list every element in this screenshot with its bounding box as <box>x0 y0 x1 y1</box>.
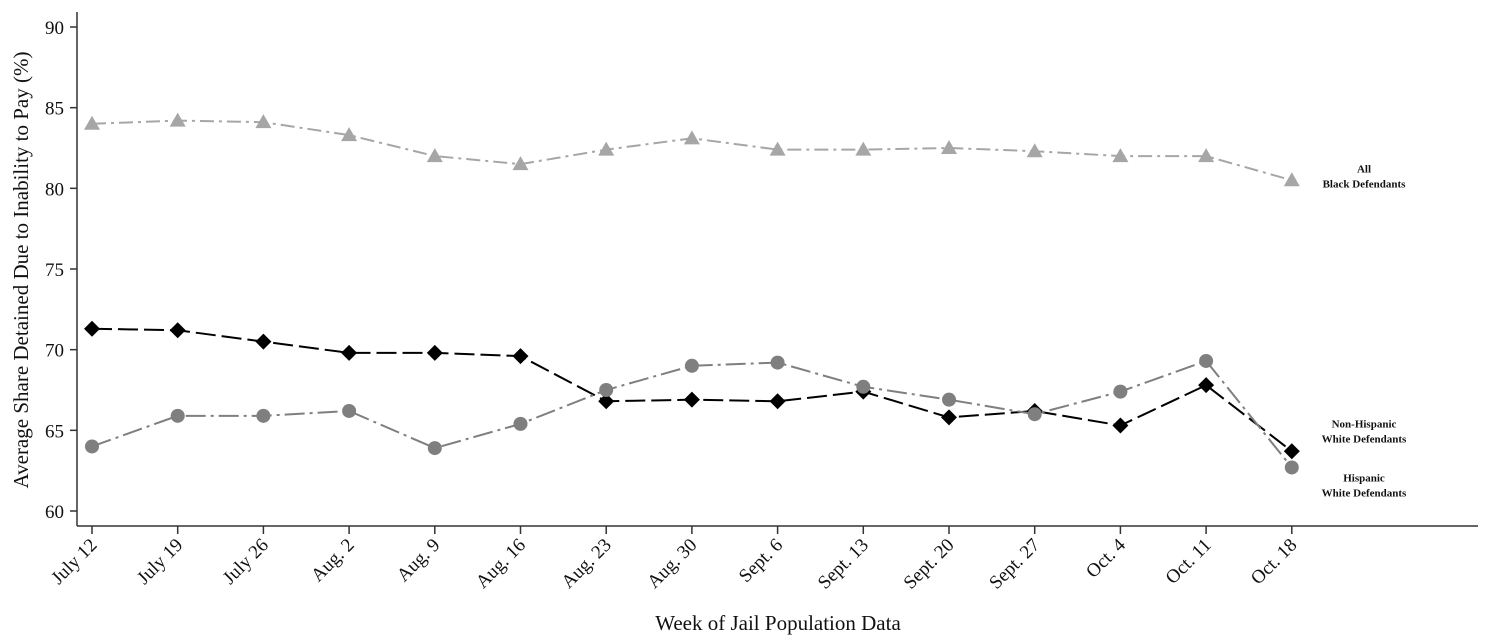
data-point <box>770 355 785 370</box>
data-point <box>1199 353 1214 368</box>
x-tick-label: Aug. 9 <box>393 535 444 586</box>
series-triangle <box>84 112 1300 187</box>
series-end-label: White Defendants <box>1322 487 1407 499</box>
x-tick-label: Aug. 16 <box>472 535 530 593</box>
y-tick-label: 60 <box>45 502 64 523</box>
data-point <box>513 416 528 431</box>
data-point <box>598 141 615 156</box>
data-point <box>1113 384 1128 399</box>
y-tick-label: 70 <box>45 341 64 362</box>
data-point <box>255 114 272 129</box>
y-tick-label: 75 <box>45 260 64 281</box>
x-tick-label: Sept. 6 <box>735 535 787 587</box>
data-point <box>599 383 614 397</box>
x-tick-label: Aug. 23 <box>558 535 616 593</box>
data-point <box>1198 148 1215 163</box>
data-point <box>255 333 272 350</box>
x-tick-label: Oct. 11 <box>1162 535 1216 589</box>
y-tick-label: 65 <box>45 421 64 442</box>
data-point <box>855 141 872 156</box>
axes <box>76 12 1478 527</box>
x-tick-label: Oct. 18 <box>1247 535 1301 589</box>
data-point <box>1026 143 1043 158</box>
data-point <box>1112 148 1129 163</box>
series-layer <box>84 112 1300 475</box>
data-point <box>341 344 358 361</box>
data-point <box>169 112 186 127</box>
data-point <box>1027 407 1042 422</box>
x-tick-label: July 12 <box>47 535 101 589</box>
data-point <box>769 393 786 410</box>
x-tick-label: Oct. 4 <box>1082 534 1130 582</box>
data-point <box>1283 443 1300 460</box>
data-point <box>512 156 529 171</box>
data-point <box>1283 172 1300 187</box>
y-tick-label: 85 <box>45 99 64 120</box>
data-point <box>941 140 957 154</box>
x-tick-label: July 26 <box>219 535 273 589</box>
series-end-label: All <box>1357 163 1371 175</box>
x-tick-label: Sept. 13 <box>814 535 873 594</box>
y-tick-label: 80 <box>45 179 64 200</box>
data-point <box>84 320 100 337</box>
data-point <box>856 379 871 394</box>
series-line <box>91 359 1293 469</box>
y-axis-title: Average Share Detained Due to Inability … <box>9 52 33 489</box>
data-point <box>426 344 443 361</box>
data-point <box>941 409 957 426</box>
series-labels: All Black Defendants Non-Hispanic White Def… <box>1322 163 1407 499</box>
x-tick-label: Aug. 2 <box>307 535 358 586</box>
series-end-label: White Defendants <box>1322 433 1407 445</box>
x-ticks: July 12 July 19 July 26 Aug. 2 Aug. 9 Aug. 16… <box>47 526 1301 594</box>
x-tick-label: July 19 <box>133 535 187 589</box>
y-tick-label: 90 <box>45 18 64 39</box>
x-axis-title: Week of Jail Population Data <box>655 611 901 635</box>
data-point <box>341 127 358 142</box>
data-point <box>1198 377 1215 394</box>
data-point <box>170 408 185 423</box>
x-tick-label: Sept. 20 <box>900 535 959 594</box>
data-point <box>427 441 442 456</box>
data-point <box>84 115 100 130</box>
data-point <box>598 393 615 410</box>
series-end-label: Hispanic <box>1343 472 1385 484</box>
y-ticks: 60 65 70 75 80 85 90 <box>45 18 77 523</box>
series-end-label: Black Defendants <box>1323 178 1407 190</box>
data-point <box>1284 460 1299 475</box>
data-point <box>342 403 357 418</box>
data-point <box>683 130 700 145</box>
data-point <box>512 348 529 365</box>
data-point <box>256 408 271 423</box>
data-point <box>169 322 186 339</box>
data-point <box>426 148 443 163</box>
data-point <box>85 439 99 454</box>
data-point <box>1112 417 1129 434</box>
series-diamond <box>84 320 1300 460</box>
data-point <box>769 141 786 156</box>
series-line <box>91 327 1293 453</box>
x-tick-label: Aug. 30 <box>643 535 701 593</box>
series-line <box>91 119 1293 182</box>
data-point <box>684 358 699 373</box>
x-tick-label: Sept. 27 <box>985 535 1044 594</box>
data-point <box>683 391 700 408</box>
series-circle <box>85 353 1299 475</box>
series-end-label: Non-Hispanic <box>1332 418 1397 430</box>
data-point <box>942 392 956 407</box>
